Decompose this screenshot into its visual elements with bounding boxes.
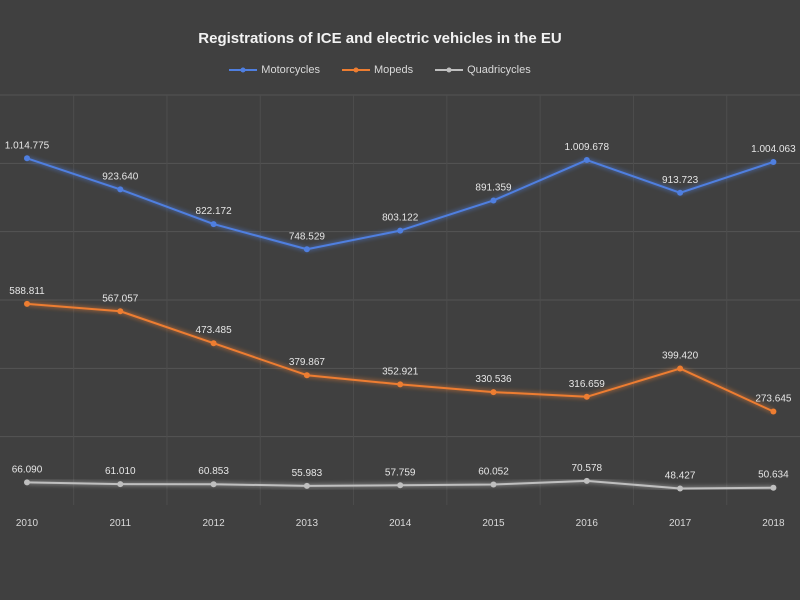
data-point-quadricycles	[770, 484, 777, 491]
data-label-quadricycles: 61.010	[105, 466, 136, 477]
data-point-quadricycles	[303, 482, 310, 489]
data-label-motorcycles: 748.529	[289, 231, 326, 242]
data-point-motorcycles	[397, 227, 404, 234]
data-point-mopeds	[490, 389, 497, 396]
x-tick-label: 2015	[482, 518, 505, 529]
data-point-quadricycles	[397, 482, 404, 489]
data-label-quadricycles: 55.983	[292, 468, 323, 479]
legend-swatch-mopeds	[341, 67, 370, 73]
data-label-quadricycles: 60.052	[478, 466, 509, 477]
data-label-motorcycles: 1.014.775	[5, 140, 50, 151]
data-point-motorcycles	[583, 157, 590, 164]
data-point-mopeds	[24, 300, 30, 307]
legend-swatch-quadricycles	[435, 67, 464, 73]
data-label-quadricycles: 57.759	[385, 467, 416, 478]
data-label-motorcycles: 822.172	[196, 206, 233, 217]
data-label-mopeds: 316.659	[569, 379, 606, 390]
data-label-mopeds: 473.485	[196, 325, 233, 336]
data-point-motorcycles	[210, 221, 217, 228]
data-point-motorcycles	[303, 246, 310, 253]
data-label-quadricycles: 50.634	[758, 470, 789, 481]
legend: Motorcycles Mopeds Quadricycles	[0, 64, 760, 76]
data-point-mopeds	[583, 393, 590, 400]
chart-title: Registrations of ICE and electric vehicl…	[198, 30, 562, 47]
data-label-mopeds: 352.921	[382, 366, 419, 377]
data-point-mopeds	[303, 372, 310, 379]
data-label-mopeds: 588.811	[9, 286, 45, 297]
data-point-mopeds	[677, 365, 684, 372]
x-tick-label: 2010	[16, 518, 39, 529]
data-point-quadricycles	[677, 485, 684, 492]
x-tick-label: 2013	[296, 518, 319, 529]
x-tick-label: 2016	[576, 518, 599, 529]
x-tick-label: 2012	[202, 518, 225, 529]
data-point-motorcycles	[24, 155, 30, 162]
data-point-quadricycles	[117, 481, 124, 488]
data-label-motorcycles: 1.009.678	[565, 142, 610, 153]
data-label-motorcycles: 891.359	[475, 182, 512, 193]
series-line-motorcycles	[26, 157, 774, 251]
data-point-motorcycles	[490, 197, 497, 204]
legend-swatch-motorcycles	[229, 67, 258, 73]
data-point-motorcycles	[770, 158, 777, 165]
data-label-quadricycles: 48.427	[665, 470, 696, 481]
series-group	[24, 155, 777, 492]
legend-label-mopeds: Mopeds	[373, 64, 414, 76]
x-tick-label: 2011	[110, 518, 132, 529]
data-point-motorcycles	[117, 186, 124, 193]
legend-label-motorcycles: Motorcycles	[261, 64, 320, 76]
data-label-mopeds: 379.867	[289, 357, 326, 368]
x-tick-label: 2017	[669, 518, 692, 529]
x-axis-ticks: 2010 2011 2012 2013 2014 2015 2016 2017 2018	[16, 518, 785, 529]
data-label-mopeds: 330.536	[475, 374, 512, 385]
gridlines	[0, 94, 800, 505]
data-labels: 1.014.775 923.640 822.172 748.529 803.122 891…	[5, 140, 796, 481]
data-point-quadricycles	[24, 479, 30, 486]
data-point-quadricycles	[210, 481, 217, 488]
legend-item-motorcycles: Motorcycles	[229, 64, 320, 76]
data-label-quadricycles: 60.853	[198, 466, 229, 477]
data-label-motorcycles: 803.122	[382, 213, 419, 224]
data-point-quadricycles	[490, 481, 497, 488]
x-tick-label: 2014	[389, 518, 412, 529]
legend-item-quadricycles: Quadricycles	[435, 64, 531, 76]
data-point-quadricycles	[583, 477, 590, 484]
data-label-motorcycles: 1.004.063	[751, 144, 796, 155]
legend-label-quadricycles: Quadricycles	[467, 64, 531, 76]
data-label-mopeds: 273.645	[755, 394, 792, 405]
data-label-mopeds: 567.057	[102, 293, 139, 304]
data-point-mopeds	[210, 340, 217, 347]
legend-item-mopeds: Mopeds	[341, 64, 414, 76]
data-label-quadricycles: 70.578	[572, 463, 603, 474]
data-label-quadricycles: 66.090	[12, 464, 43, 475]
data-point-mopeds	[117, 308, 124, 315]
x-tick-label: 2018	[762, 518, 785, 529]
data-label-mopeds: 399.420	[662, 351, 699, 362]
data-label-motorcycles: 913.723	[662, 175, 699, 186]
data-point-motorcycles	[677, 189, 684, 196]
data-point-mopeds	[397, 381, 404, 388]
data-label-motorcycles: 923.640	[102, 171, 139, 182]
data-point-mopeds	[770, 408, 777, 415]
